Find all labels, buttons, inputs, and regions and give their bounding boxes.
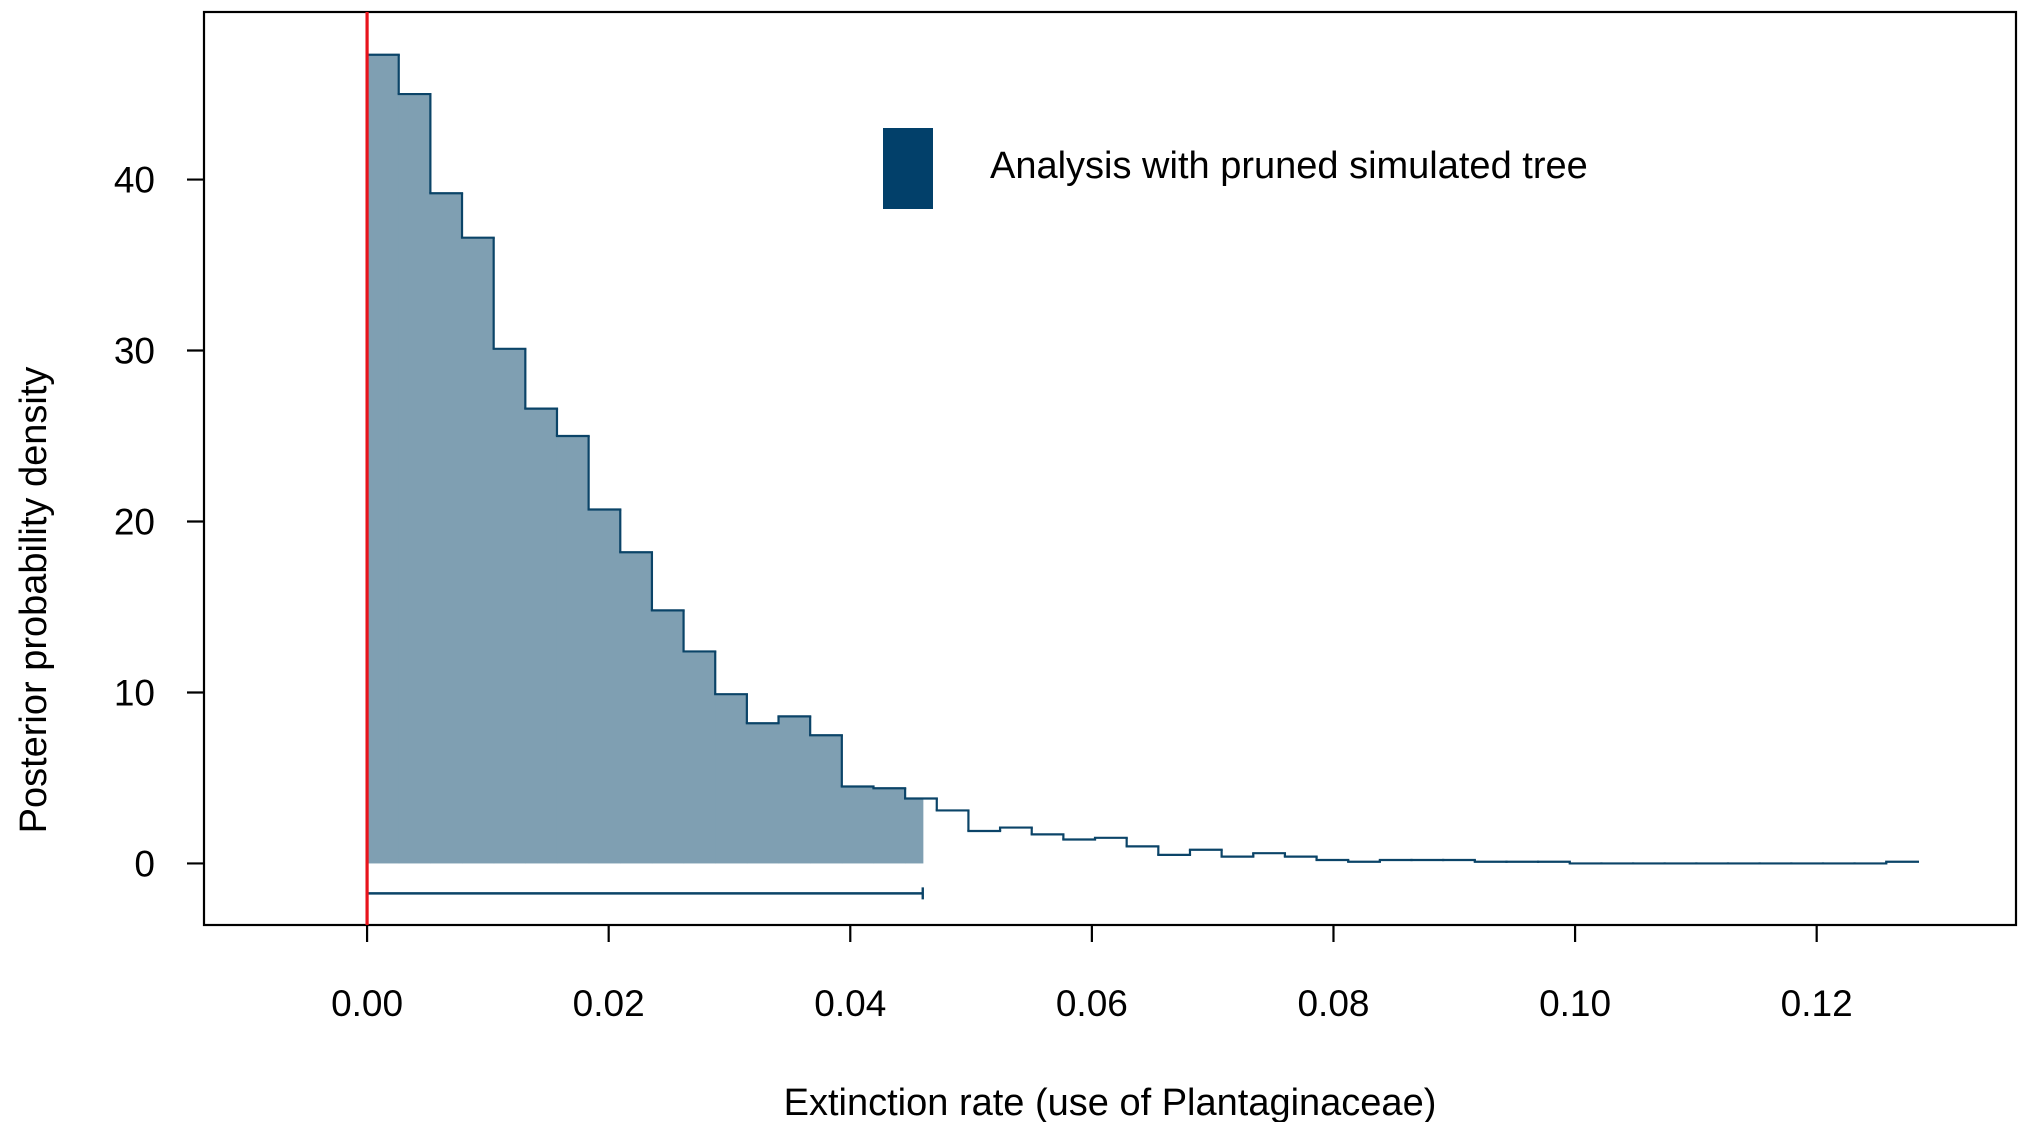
x-tick-label: 0.02 [573, 983, 645, 1024]
hpd-interval-bar [367, 887, 924, 900]
histogram-bar [683, 651, 716, 864]
histogram-bar [430, 193, 463, 864]
histogram-bar [778, 716, 811, 864]
y-tick-label: 30 [114, 331, 155, 372]
histogram-bar [873, 788, 906, 864]
histogram-bar [905, 798, 924, 864]
histogram-bar [556, 436, 590, 864]
histogram-bar [398, 94, 431, 864]
histogram-bar [525, 408, 558, 864]
histogram-bar [715, 694, 748, 864]
y-tick-label: 10 [114, 672, 155, 713]
axes: 0.00 0.02 0.04 0.06 0.08 0.10 0.12 0 10 20 30 40 [114, 160, 1853, 1024]
histogram-bar [588, 509, 621, 864]
x-tick-label: 0.04 [814, 983, 886, 1024]
histogram-bar [746, 723, 780, 864]
x-tick-label: 0.00 [331, 983, 403, 1024]
legend: Analysis with pruned simulated tree [883, 128, 1588, 209]
x-tick-label: 0.12 [1781, 983, 1853, 1024]
histogram-outline [365, 53, 1920, 865]
x-tick-label: 0.10 [1539, 983, 1611, 1024]
x-tick-label: 0.06 [1056, 983, 1128, 1024]
histogram-bar [462, 237, 495, 864]
legend-swatch [883, 128, 933, 209]
x-axis-title: Extinction rate (use of Plantaginaceae) [784, 1082, 1437, 1122]
histogram-bar [841, 786, 875, 864]
histogram-bar [620, 552, 653, 864]
hpd-shaded-area [367, 54, 924, 864]
legend-label: Analysis with pruned simulated tree [990, 145, 1588, 187]
y-tick-label: 20 [114, 502, 155, 543]
x-tick-label: 0.08 [1297, 983, 1369, 1024]
histogram-bar [493, 348, 526, 864]
histogram-bar [810, 735, 843, 864]
y-tick-label: 0 [134, 843, 155, 884]
plot-frame [202, 10, 2018, 927]
histogram-bar [367, 54, 400, 864]
y-axis-title: Posterior probability density [13, 367, 55, 834]
histogram-bar [651, 610, 685, 864]
y-tick-label: 40 [114, 160, 155, 201]
